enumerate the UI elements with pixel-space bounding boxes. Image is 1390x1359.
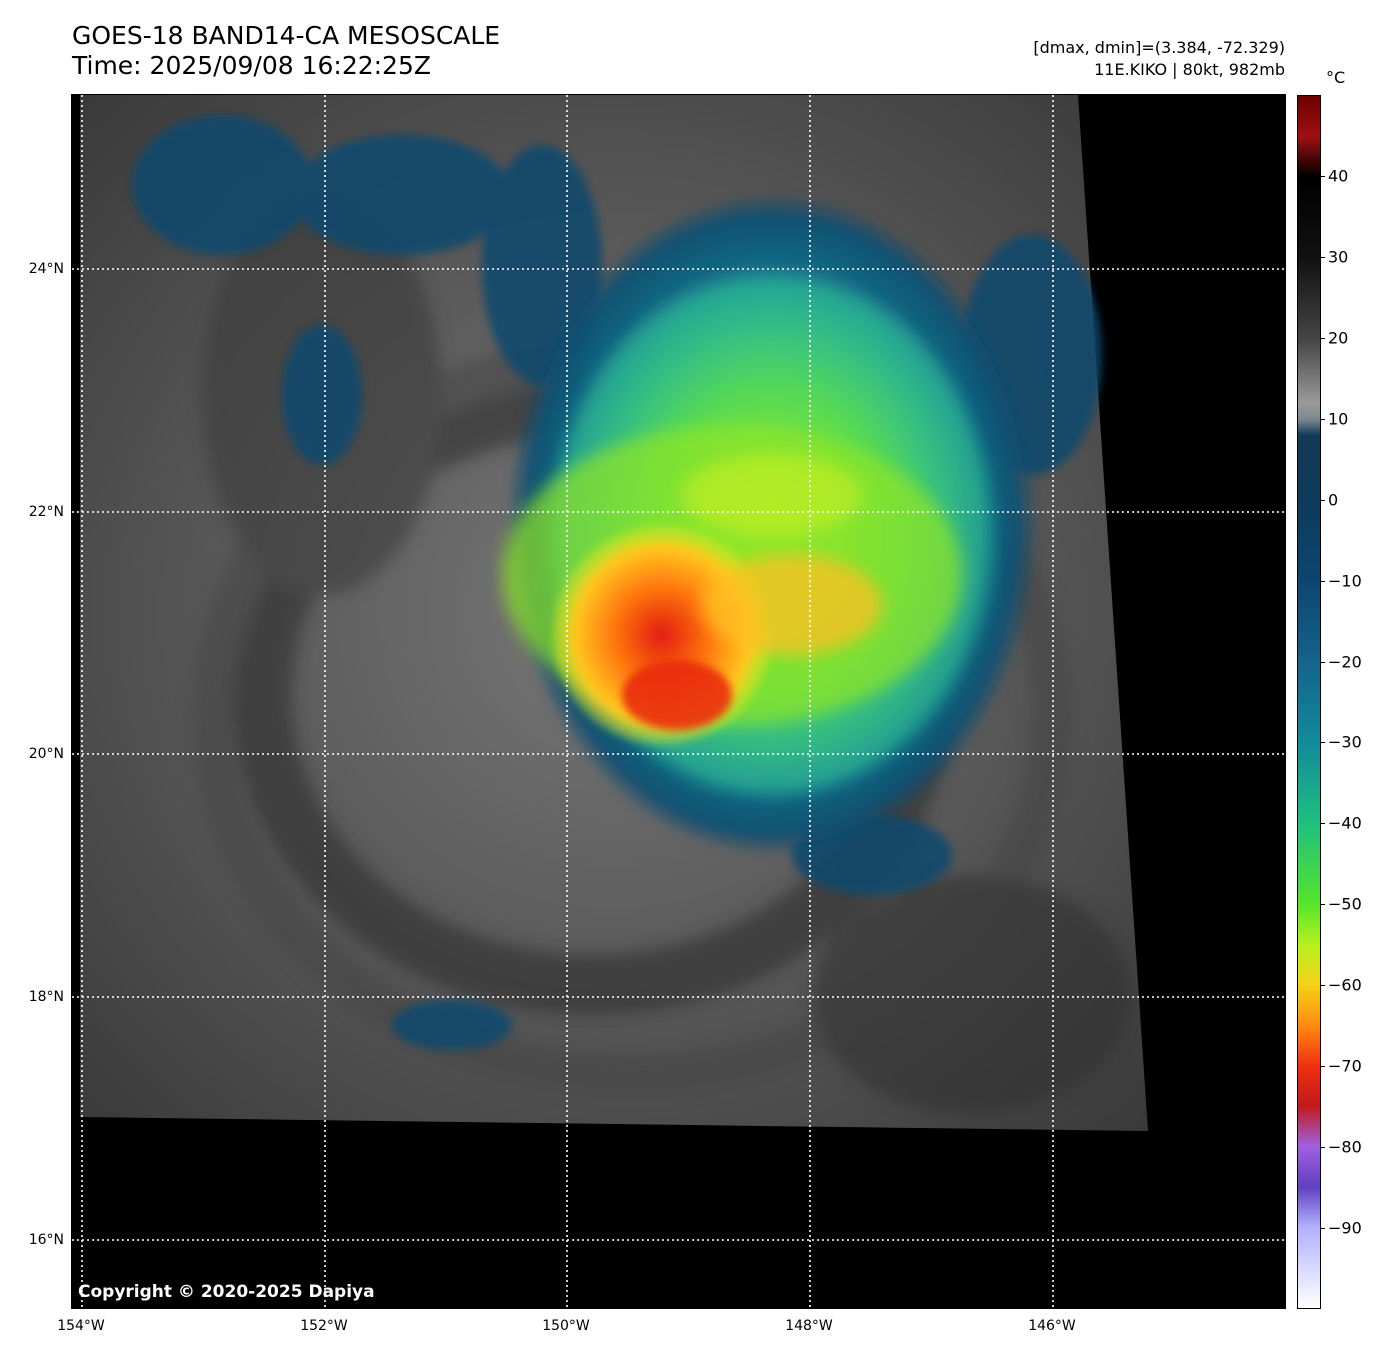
colorbar-tick-label: −10	[1328, 571, 1362, 591]
map-gridlines	[72, 95, 1284, 1307]
colorbar-tick-label: 40	[1328, 166, 1349, 186]
colorbar-tick	[1321, 742, 1325, 744]
colorbar-tick	[1321, 580, 1325, 582]
colorbar-tick-label: −40	[1328, 813, 1362, 833]
colorbar-tick	[1321, 1147, 1325, 1149]
colorbar-tick	[1321, 337, 1325, 339]
lat-label-22n: 22°N	[28, 504, 64, 520]
colorbar-tick	[1321, 1228, 1325, 1230]
colorbar-tick-label: 20	[1328, 328, 1349, 348]
colorbar-tick	[1321, 418, 1325, 420]
colorbar-tick	[1321, 1066, 1325, 1068]
colorbar-tick-label: −80	[1328, 1137, 1362, 1157]
lat-label-18n: 18°N	[28, 989, 64, 1005]
colorbar-tick	[1321, 661, 1325, 663]
colorbar-tick-label: −20	[1328, 652, 1362, 672]
timestamp-label: Time: 2025/09/08 16:22:25Z	[72, 51, 431, 80]
storm-cloud-shield	[502, 205, 1027, 845]
lat-label-20n: 20°N	[28, 746, 64, 762]
colorbar-tick	[1321, 985, 1325, 987]
colorbar	[1297, 95, 1321, 1309]
colorbar-tick-label: −50	[1328, 894, 1362, 914]
colorbar-tick	[1321, 256, 1325, 258]
lon-label-154w: 154°W	[57, 1318, 105, 1334]
satellite-map: Copyright © 2020-2025 Dapiya	[71, 94, 1286, 1309]
dmax-dmin-label: [dmax, dmin]=(3.384, -72.329)	[1033, 38, 1285, 57]
storm-info-label: 11E.KIKO | 80kt, 982mb	[1094, 60, 1285, 79]
satellite-image	[72, 95, 1284, 1307]
colorbar-tick-label: 10	[1328, 409, 1349, 429]
lat-label-16n: 16°N	[28, 1232, 64, 1248]
colorbar-tick-label: −70	[1328, 1056, 1362, 1076]
colorbar-tick-label: −30	[1328, 732, 1362, 752]
copyright-text: Copyright © 2020-2025 Dapiya	[78, 1282, 375, 1302]
lat-label-24n: 24°N	[28, 261, 64, 277]
colorbar-tick	[1321, 175, 1325, 177]
lon-label-146w: 146°W	[1028, 1318, 1076, 1334]
colorbar-tick-label: 0	[1328, 490, 1339, 510]
colorbar-tick-label: −60	[1328, 975, 1362, 995]
colorbar-tick	[1321, 823, 1325, 825]
lon-label-152w: 152°W	[300, 1318, 348, 1334]
colorbar-tick-label: −90	[1328, 1218, 1362, 1238]
lon-label-150w: 150°W	[542, 1318, 590, 1334]
colorbar-tick	[1321, 904, 1325, 906]
colorbar-tick	[1321, 499, 1325, 501]
lon-label-148w: 148°W	[785, 1318, 833, 1334]
map-title: GOES-18 BAND14-CA MESOSCALE	[72, 21, 501, 50]
colorbar-unit: °C	[1326, 68, 1346, 87]
colorbar-tick-label: 30	[1328, 247, 1349, 267]
